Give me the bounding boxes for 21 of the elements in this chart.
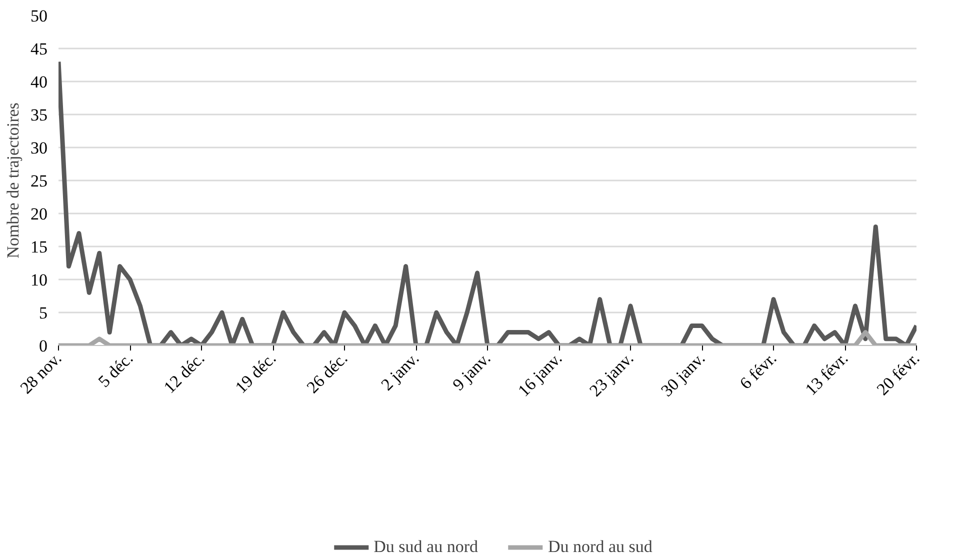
y-tick-label: 50	[30, 6, 48, 26]
y-tick-label: 30	[30, 138, 48, 158]
x-tick-label: 26 déc.	[303, 348, 352, 397]
y-axis-title: Nombre de trajectoires	[4, 102, 22, 258]
legend-label: Du sud au nord	[374, 537, 478, 554]
y-tick-label: 45	[30, 40, 48, 58]
y-tick-label: 15	[30, 238, 48, 256]
y-tick-label: 40	[30, 72, 48, 92]
x-tick-label: 12 déc.	[160, 348, 208, 397]
y-tick-label: 35	[30, 106, 48, 124]
x-tick-label: 20 févr.	[873, 348, 924, 399]
x-tick-label: 13 févr.	[802, 348, 852, 399]
x-tick-label: 6 févr.	[736, 348, 780, 393]
legend-label: Du nord au sud	[548, 537, 652, 554]
x-tick-label: 5 déc.	[94, 348, 137, 391]
x-tick-label: 19 déc.	[232, 348, 280, 397]
y-tick-label: 0	[39, 336, 48, 356]
y-tick-label: 10	[30, 270, 48, 290]
y-tick-label: 25	[30, 172, 48, 190]
y-tick-label: 5	[39, 304, 48, 322]
y-tick-label: 20	[30, 204, 48, 224]
